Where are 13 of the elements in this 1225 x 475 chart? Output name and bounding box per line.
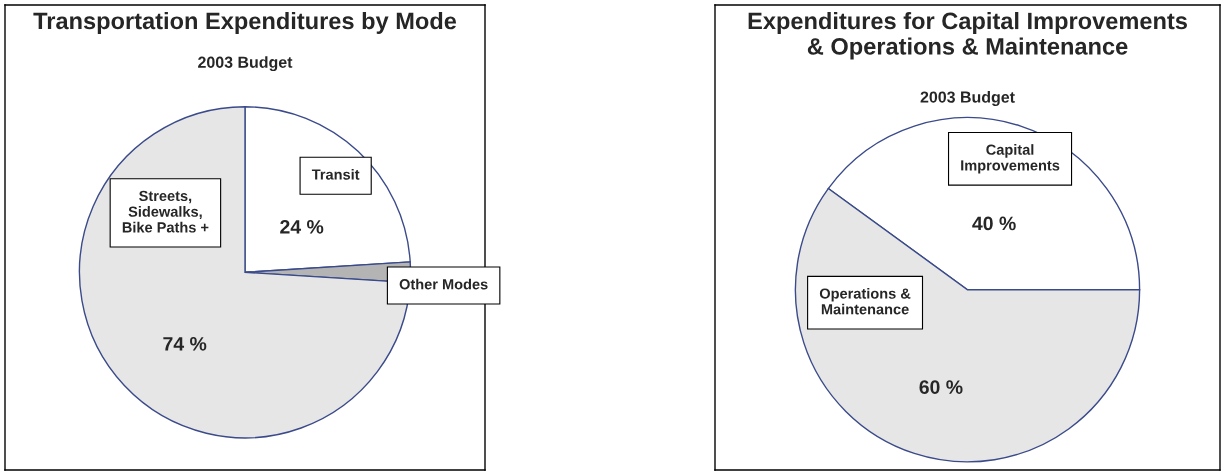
data-label: 40 % [972, 216, 1016, 231]
slice-label: Streets, Sidewalks, Bike Paths + [122, 190, 209, 233]
chart-title: Transportation Expenditures by Mode [33, 11, 457, 34]
chart-title: Expenditures for Capital Improvements & Operations & Maintenance [748, 11, 1187, 60]
slice-label: Operations & Maintenance [819, 288, 911, 315]
slice-label: Capital Improvements [961, 144, 1060, 174]
data-label: 74 % [163, 336, 207, 351]
data-label: 60 % [919, 380, 963, 394]
chart-subtitle: 2003 Budget [198, 56, 293, 72]
chart-subtitle: 2003 Budget [920, 91, 1015, 106]
data-label: 24 % [280, 219, 324, 234]
slice-label: Transit [311, 168, 360, 180]
slice-label: Other Modes [399, 278, 488, 290]
